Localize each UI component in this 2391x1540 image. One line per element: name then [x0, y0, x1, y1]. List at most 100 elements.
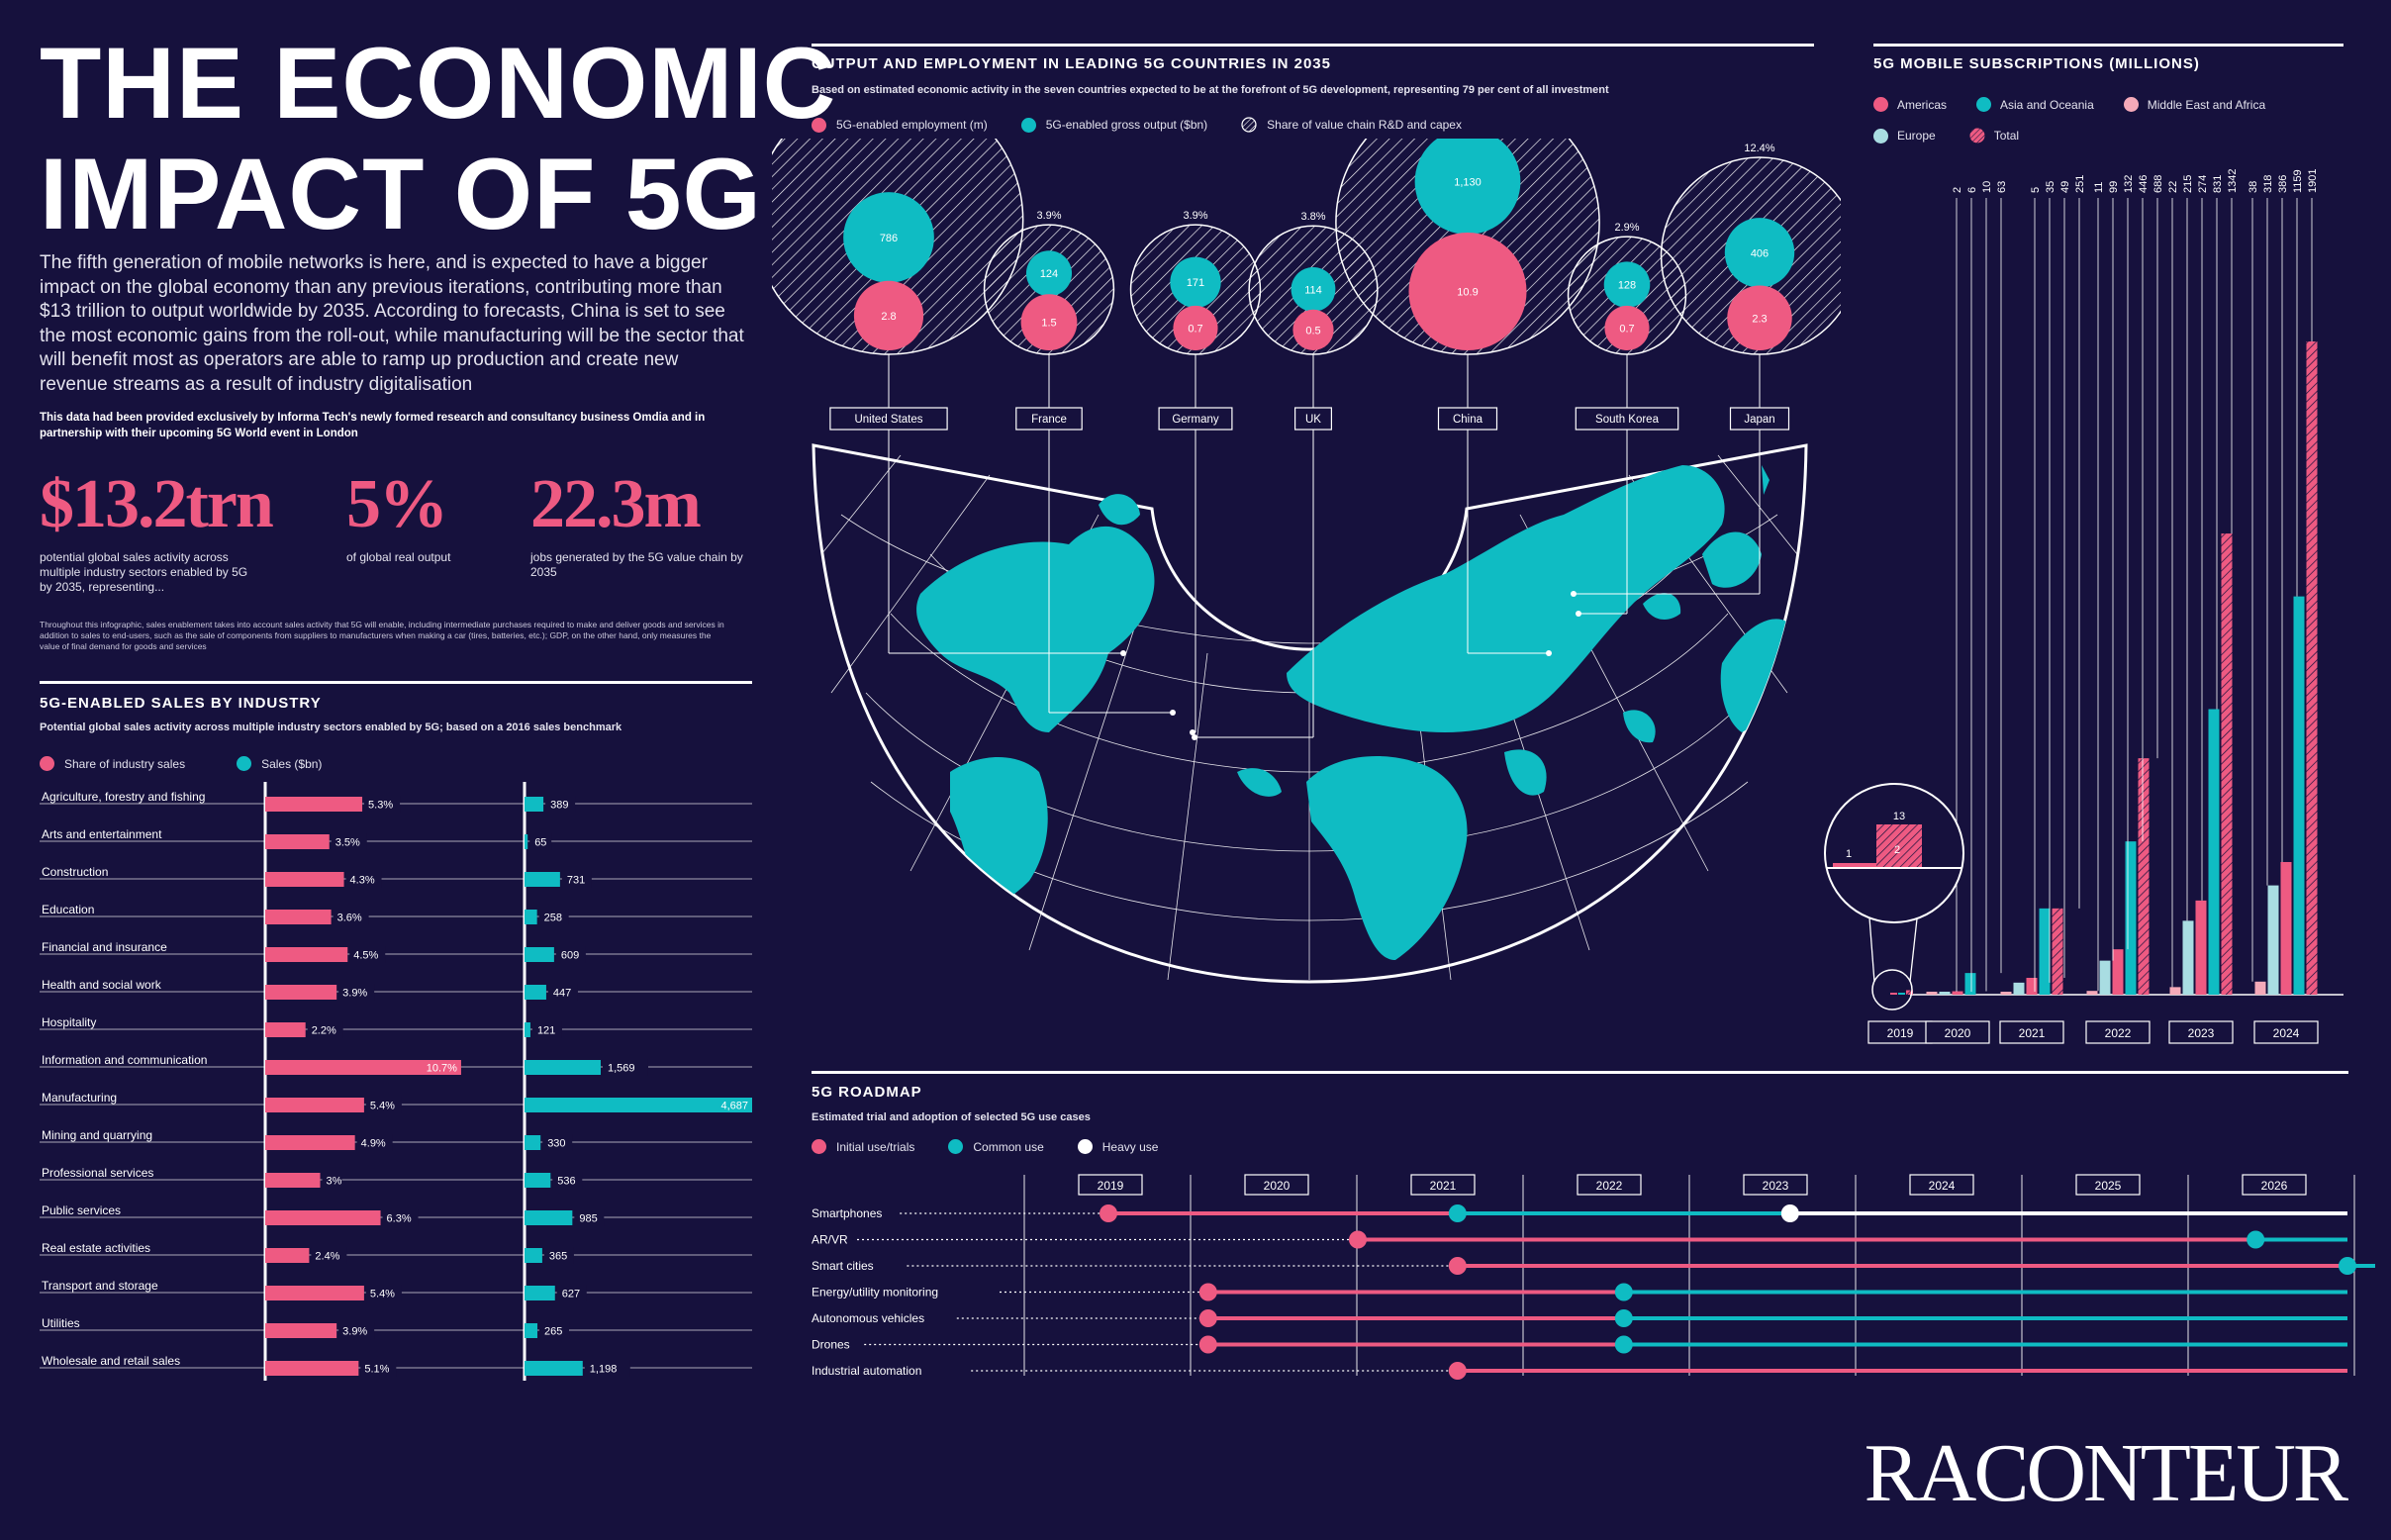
roadmap-row-label: Smart cities	[812, 1259, 874, 1273]
asia-bar	[2125, 841, 2137, 995]
country-label: Germany	[1172, 414, 1219, 426]
roadmap-common-dot	[1448, 1204, 1467, 1222]
share-label: 2.2%	[312, 1025, 336, 1037]
total-bar	[2138, 758, 2150, 995]
mea-bar	[2086, 991, 2098, 995]
employment-label: 0.7	[1188, 323, 1202, 335]
inset-total-bar	[1876, 824, 1922, 867]
employment-bubble	[1020, 294, 1078, 350]
stat-output: 5% of global real output	[346, 465, 525, 565]
share-label: 3.6%	[337, 913, 362, 924]
employment-bubble	[1604, 305, 1650, 350]
output-bubble	[1291, 266, 1336, 312]
share-label: 2.4%	[315, 1251, 339, 1263]
subs-value-label: 251	[2074, 175, 2086, 193]
employment-label: 0.7	[1619, 323, 1634, 335]
industry-label: Mining and quarrying	[42, 1128, 152, 1142]
country-label-box	[1293, 407, 1332, 431]
legend-share-label: Share of industry sales	[64, 756, 186, 771]
legend-initial-dot	[812, 1139, 826, 1154]
share-label: 5.4%	[370, 1101, 395, 1112]
total-bar	[2306, 341, 2318, 995]
share-bar	[265, 1098, 364, 1112]
sales-bar	[525, 872, 560, 887]
employment-label: 1.5	[1041, 318, 1056, 330]
share-label: 4.3%	[350, 875, 375, 887]
employment-bubble	[1292, 309, 1334, 350]
rd-share-label: 12.4%	[1744, 143, 1774, 154]
subs-value-label: 38	[2248, 181, 2259, 193]
output-bubble	[1414, 139, 1521, 235]
subs-value-label: 274	[2197, 175, 2209, 193]
stat-jobs-caption: jobs generated by the 5G value chain by …	[530, 550, 743, 579]
employment-label: 2.3	[1752, 313, 1767, 325]
employment-bubble	[1727, 285, 1792, 350]
subs-value-label: 10	[1981, 181, 1993, 193]
sales-label: 985	[579, 1213, 597, 1225]
sales-label: 121	[537, 1025, 555, 1037]
country-label-box	[1158, 407, 1233, 431]
intro-text: The fifth generation of mobile networks …	[40, 252, 744, 395]
subs-2019-bar	[1906, 990, 1913, 995]
europe-bar	[2013, 982, 2025, 995]
countries-legend: 5G-enabled employment (m) 5G-enabled gro…	[812, 117, 1462, 133]
legend-total-label: Total	[1993, 129, 2020, 143]
employment-label: 10.9	[1457, 286, 1478, 298]
legend-common-label: Common use	[973, 1139, 1044, 1154]
output-label: 171	[1187, 277, 1204, 289]
legend-pink-dot	[812, 117, 826, 133]
sales-bar	[525, 834, 528, 849]
subs-legend: Americas Asia and Oceania Middle East an…	[1873, 97, 2368, 144]
country-label: Japan	[1744, 414, 1774, 426]
sales-bar	[525, 1022, 530, 1037]
industry-label: Real estate activities	[42, 1241, 150, 1255]
subs-title: 5G MOBILE SUBSCRIPTIONS (MILLIONS)	[1873, 55, 2200, 72]
industry-label: Agriculture, forestry and fishing	[42, 790, 205, 804]
sales-bar	[525, 1286, 555, 1300]
legend-rd-share-label: Share of value chain R&D and capex	[1267, 118, 1462, 132]
sales-bar	[525, 797, 544, 812]
sales-label: 65	[534, 837, 546, 849]
roadmap-year-label: 2025	[2095, 1179, 2122, 1193]
sales-label: 330	[547, 1138, 565, 1150]
share-bar	[265, 1173, 321, 1188]
roadmap-common-dot	[2247, 1230, 2265, 1249]
page-title: THE ECONOMIC IMPACT OF 5G	[40, 28, 836, 249]
roadmap-year-label: 2022	[1596, 1179, 1623, 1193]
americas-bar	[1952, 991, 1963, 995]
americas-bar	[2195, 900, 2207, 995]
employment-bubble	[1408, 232, 1527, 350]
legend-mea-label: Middle East and Africa	[2147, 97, 2266, 112]
sales-label: 1,569	[608, 1063, 635, 1075]
countries-divider	[812, 44, 1814, 47]
share-bar	[265, 910, 332, 924]
subs-value-label: 49	[2059, 181, 2071, 193]
total-bar	[2052, 908, 2063, 995]
subs-year-box	[1925, 1020, 1990, 1044]
legend-americas-dot	[1873, 97, 1888, 112]
mea-bar	[1926, 992, 1938, 995]
sales-bar	[525, 1135, 541, 1150]
subs-value-label: 6	[1966, 187, 1978, 193]
legend-europe-label: Europe	[1897, 129, 1936, 143]
share-bar	[265, 834, 330, 849]
rd-share-label: 2.9%	[1614, 222, 1639, 234]
country-map-dot	[1576, 611, 1581, 617]
roadmap-initial-dot	[1198, 1309, 1217, 1327]
share-label: 10.7%	[427, 1063, 457, 1075]
industry-label: Health and social work	[42, 978, 162, 992]
industry-divider	[40, 681, 752, 684]
sales-label: 365	[549, 1251, 567, 1263]
share-label: 5.1%	[364, 1364, 389, 1376]
subs-value-label: 99	[2108, 181, 2120, 193]
roadmap-initial-dot	[1448, 1257, 1467, 1275]
output-bubble	[1603, 261, 1651, 308]
roadmap-year-box	[1909, 1174, 1974, 1196]
legend-employment-label: 5G-enabled employment (m)	[836, 118, 988, 132]
output-label: 406	[1751, 247, 1769, 259]
subs-value-label: 5	[2030, 187, 2042, 193]
footnote: Throughout this infographic, sales enabl…	[40, 620, 724, 651]
country-map-dot	[1571, 591, 1577, 597]
share-bar	[265, 1135, 355, 1150]
europe-bar	[1939, 992, 1951, 995]
